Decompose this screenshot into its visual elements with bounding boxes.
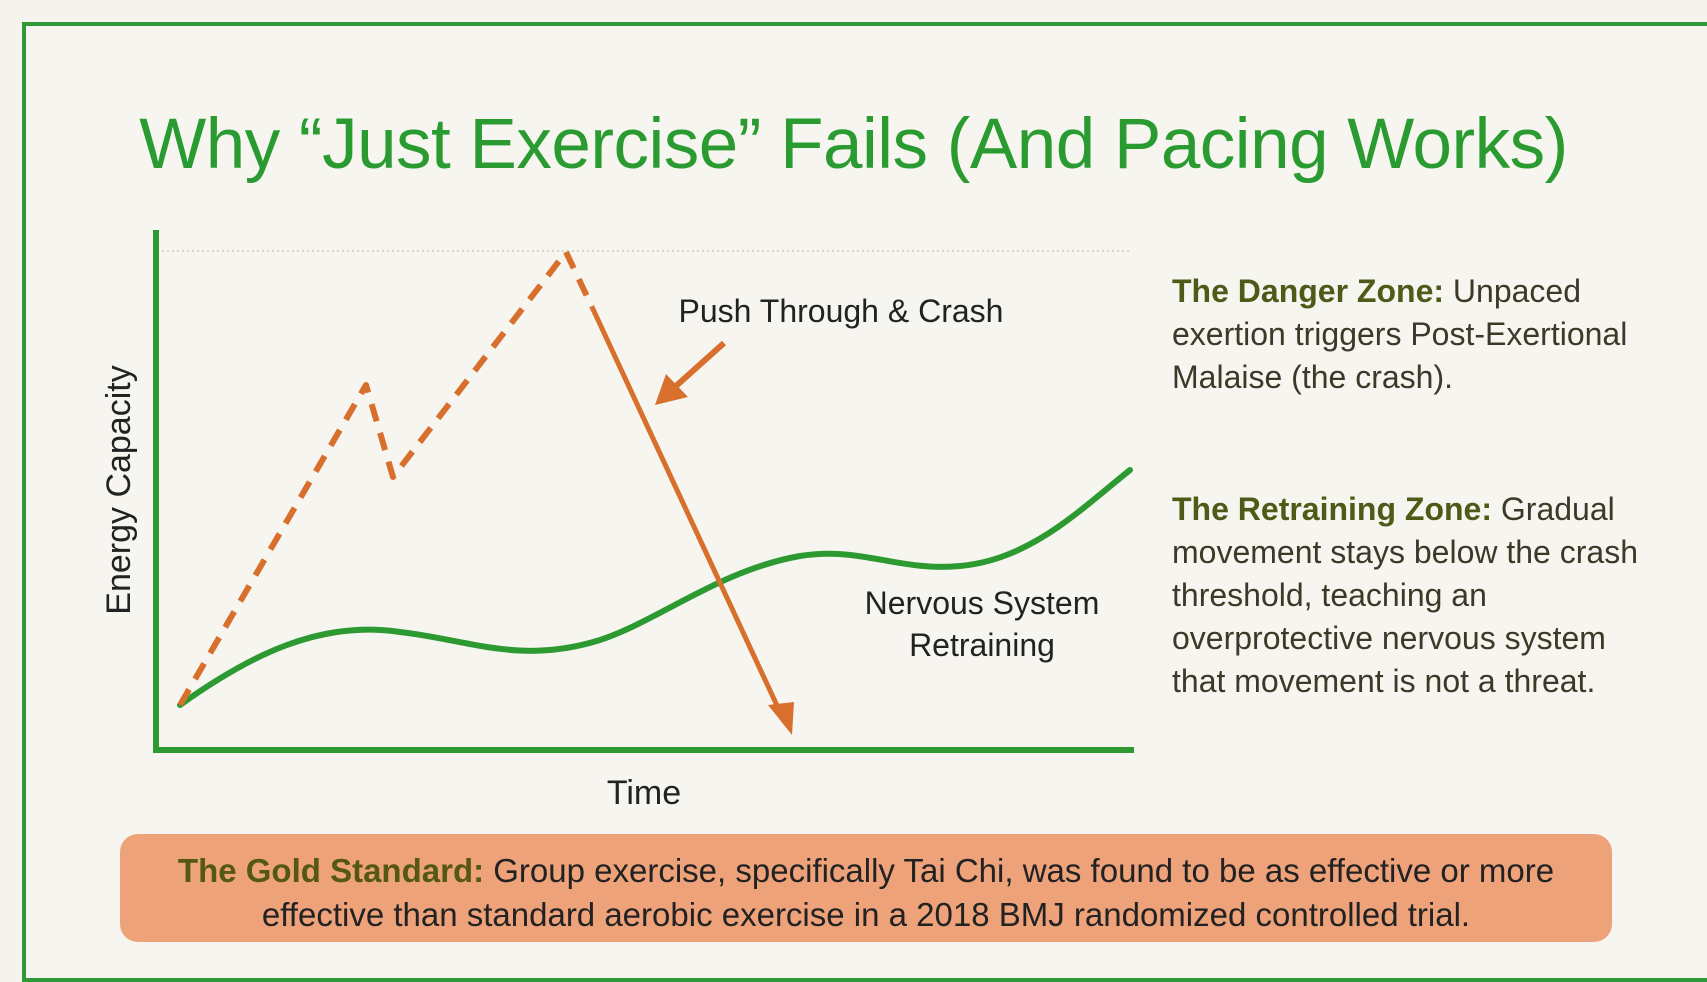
crash-dashed-segment <box>563 250 595 309</box>
push-label: Push Through & Crash <box>679 293 1004 329</box>
gold-standard-box: The Gold Standard: Group exercise, speci… <box>120 834 1612 942</box>
pointer-arrowhead <box>655 374 688 405</box>
y-axis-label: Energy Capacity <box>100 365 138 614</box>
x-axis-label: Time <box>607 774 681 812</box>
pacing-chart: Push Through & Crash Nervous System Retr… <box>100 230 1134 812</box>
retraining-zone-heading: The Retraining Zone: <box>1172 491 1492 527</box>
crash-line <box>589 305 783 714</box>
gold-standard-heading: The Gold Standard: <box>177 852 485 889</box>
danger-zone-heading: The Danger Zone: <box>1172 273 1445 309</box>
page-title: Why “Just Exercise” Fails (And Pacing Wo… <box>139 105 1568 184</box>
nervous-label-line2: Retraining <box>909 627 1055 663</box>
danger-zone-body: Unpaced exertion triggers Post-Exertiona… <box>1172 273 1628 395</box>
retraining-zone-body: Gradual movement stays below the crash t… <box>1172 491 1638 699</box>
retraining-curve <box>177 467 1133 708</box>
gold-standard-body: Group exercise, specifically Tai Chi, wa… <box>261 852 1555 933</box>
retraining-zone-text: The Retraining Zone: Gradual movement st… <box>1172 488 1662 703</box>
nervous-label-line1: Nervous System <box>865 585 1100 621</box>
push-through-line <box>177 250 569 707</box>
danger-zone-text: The Danger Zone: Unpaced exertion trigge… <box>1172 270 1662 399</box>
pointer-arrow-line <box>673 340 727 389</box>
outer-frame <box>22 22 1707 982</box>
crash-arrowhead <box>768 702 794 735</box>
